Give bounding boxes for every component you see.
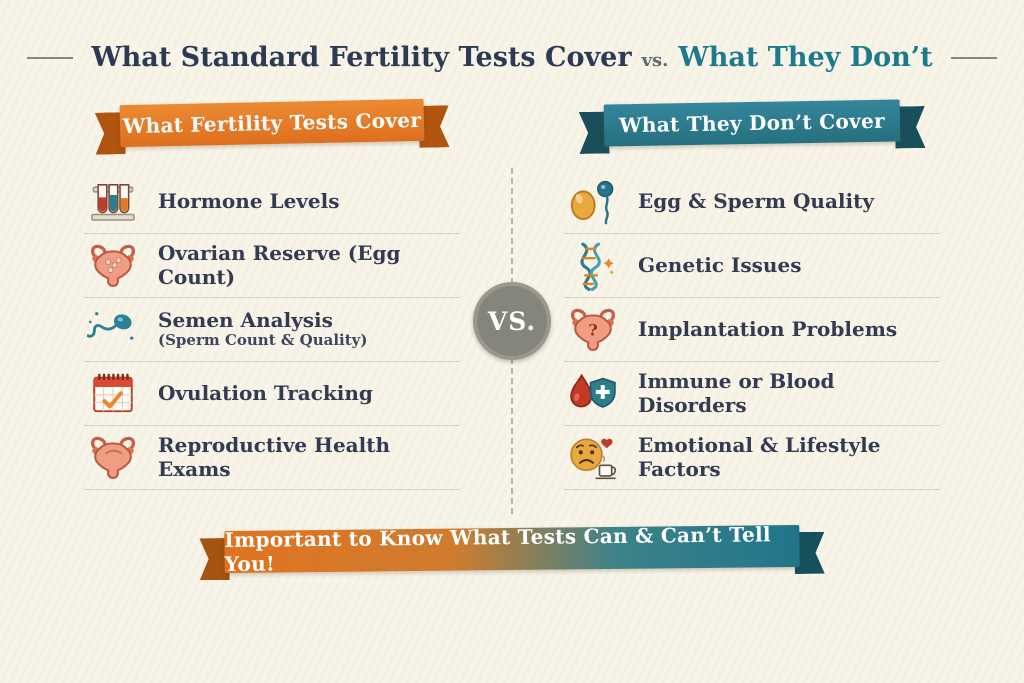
not-covered-column: What They Don’t Cover Egg & Sperm Qualit…	[564, 99, 940, 490]
item-immune-blood-disorders: Immune or Blood Disorders	[564, 362, 940, 426]
item-label: Ovulation Tracking	[158, 380, 373, 405]
item-label: Ovarian Reserve (Egg Count)	[158, 240, 401, 289]
title-accent: What They Don’t	[678, 42, 933, 73]
not-covered-banner: What They Don’t Cover	[604, 99, 901, 146]
footer-banner-label: Important to Know What Tests Can & Can’t…	[224, 522, 800, 576]
item-hormone-levels: Hormone Levels	[84, 170, 460, 234]
covered-banner-label: What Fertility Tests Cover	[119, 98, 425, 148]
title-vs: vs.	[641, 50, 669, 71]
item-label: Reproductive Health Exams	[158, 432, 391, 481]
calendar-icon	[86, 367, 140, 421]
item-implantation-problems: ? Implantation Problems	[564, 298, 940, 362]
title-main: What Standard Fertility Tests Cover	[91, 42, 632, 73]
not-covered-list: Egg & Sperm Quality	[564, 170, 940, 490]
item-ovarian-reserve: Ovarian Reserve (Egg Count)	[84, 234, 460, 298]
item-label: Hormone Levels	[158, 188, 340, 213]
dna-icon	[566, 239, 620, 293]
item-label: Semen Analysis (Sperm Count & Quality)	[158, 307, 368, 350]
title-rule-left	[27, 56, 74, 59]
item-emotional-lifestyle-factors: Emotional & Lifestyle Factors	[564, 426, 940, 490]
item-label: Genetic Issues	[638, 252, 802, 277]
title-row: What Standard Fertility Tests Cover vs. …	[0, 42, 1024, 73]
vs-badge: VS.	[473, 282, 551, 360]
sad-face-coffee-icon	[566, 431, 620, 485]
item-label: Implantation Problems	[638, 316, 898, 341]
covered-banner: What Fertility Tests Cover	[119, 98, 425, 148]
item-reproductive-health-exams: Reproductive Health Exams	[84, 426, 460, 490]
item-label: Immune or Blood Disorders	[638, 368, 835, 417]
item-egg-sperm-quality: Egg & Sperm Quality	[564, 170, 940, 234]
item-ovulation-tracking: Ovulation Tracking	[84, 362, 460, 426]
uterus-icon	[86, 431, 140, 485]
item-label: Emotional & Lifestyle Factors	[638, 432, 881, 481]
title-rule-right	[950, 56, 997, 59]
covered-column: What Fertility Tests Cover Hor	[84, 98, 460, 490]
center-divider: VS.	[473, 168, 551, 514]
item-label: Egg & Sperm Quality	[638, 188, 874, 213]
svg-text:?: ?	[588, 320, 598, 339]
egg-and-sperm-icon	[566, 175, 620, 229]
footer-banner: Important to Know What Tests Can & Can’t…	[224, 522, 800, 576]
page-title: What Standard Fertility Tests Cover vs. …	[91, 42, 932, 73]
uterus-question-icon: ?	[566, 303, 620, 357]
blood-drop-shield-icon	[566, 367, 620, 421]
uterus-icon	[86, 239, 140, 293]
sperm-icon	[86, 303, 140, 357]
item-genetic-issues: Genetic Issues	[564, 234, 940, 298]
item-sublabel: (Sperm Count & Quality)	[158, 331, 368, 350]
covered-list: Hormone Levels Ovari	[84, 170, 460, 490]
not-covered-banner-label: What They Don’t Cover	[603, 99, 901, 147]
test-tubes-icon	[86, 175, 140, 229]
item-semen-analysis: Semen Analysis (Sperm Count & Quality)	[84, 298, 460, 362]
